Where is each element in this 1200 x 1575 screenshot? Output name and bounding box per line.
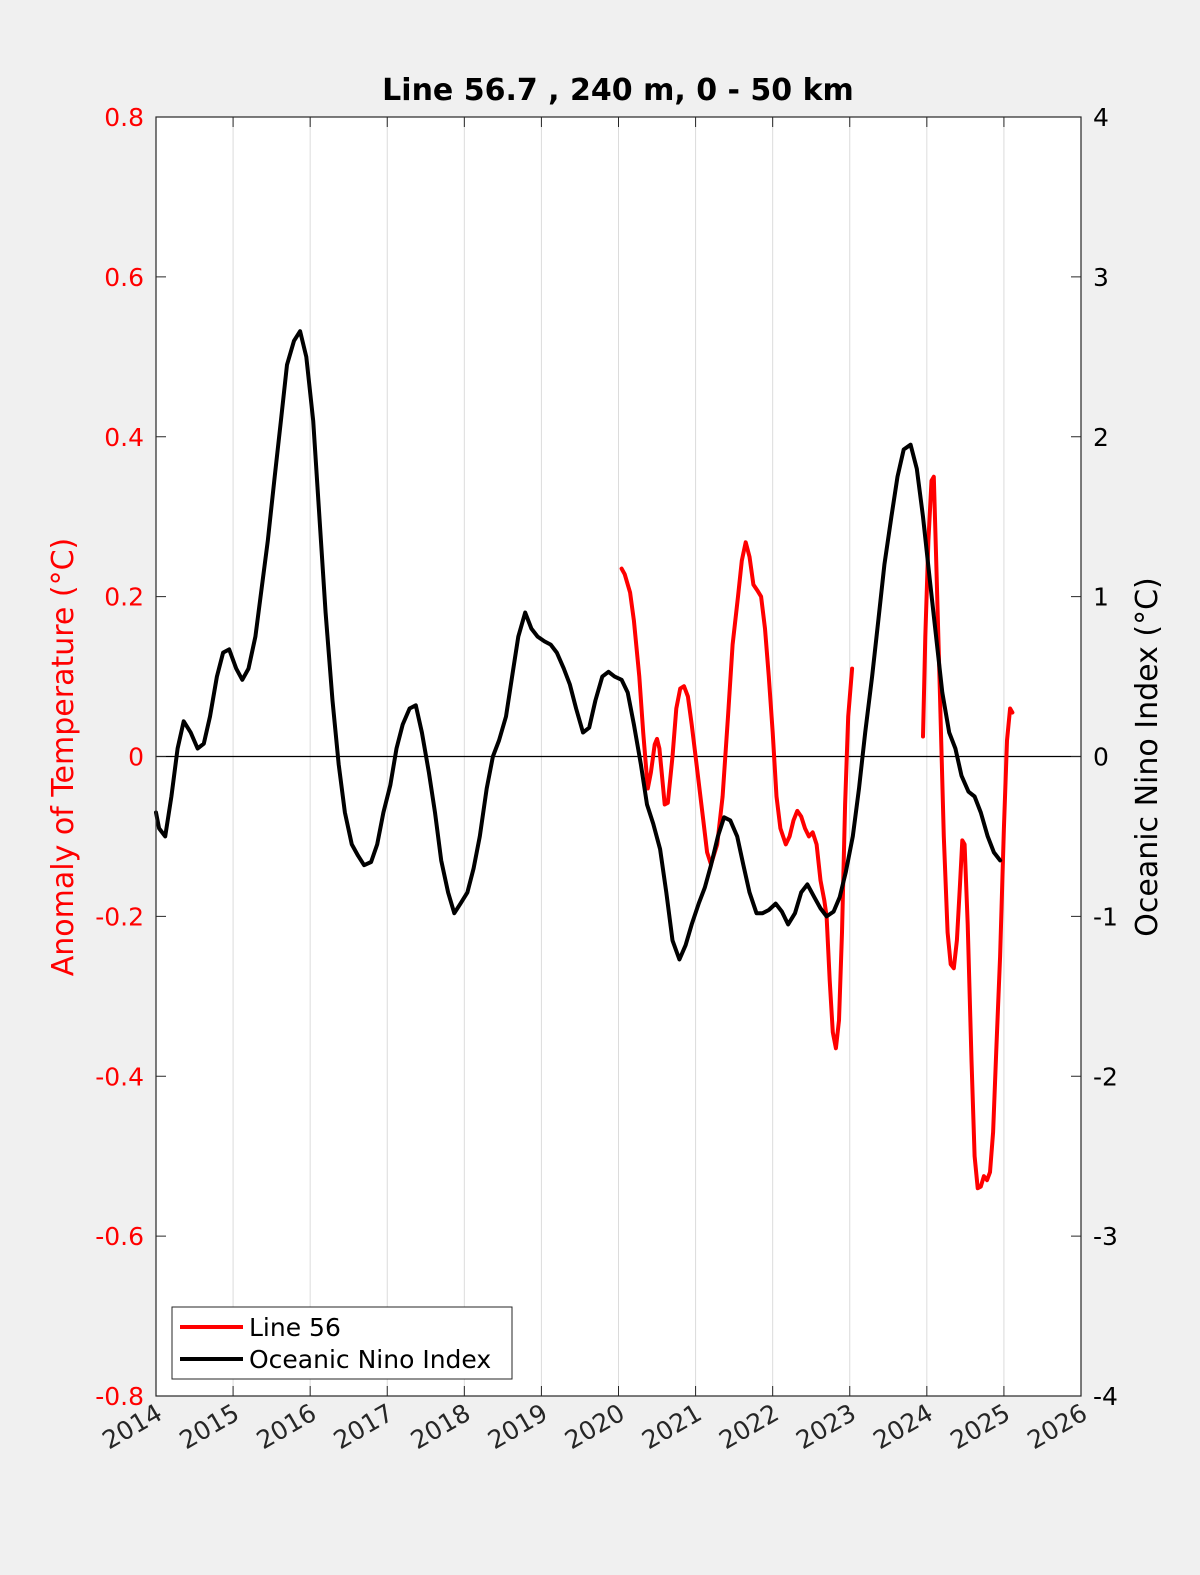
right-axis-label: Oceanic Nino Index (°C)	[1130, 577, 1165, 937]
y-left-tick-label: -0.6	[95, 1222, 144, 1251]
series-line56-segment-0	[619, 540, 855, 1051]
series-oni-segment-0	[154, 329, 1003, 962]
y-left-tick-label: 0.6	[104, 263, 144, 292]
y-left-tick-label: -0.8	[95, 1382, 144, 1411]
y-right-tick-label: 0	[1093, 743, 1109, 772]
y-left-tick-label: -0.2	[95, 902, 144, 931]
tick-labels: 2014 2015 2016 2017 2018 2019 2020 2021 2022 2023…	[95, 103, 1118, 1455]
legend-box	[171, 1306, 513, 1380]
chart-title: Line 56.7 , 240 m, 0 - 50 km	[382, 73, 854, 108]
y-left-tick-label: -0.4	[95, 1062, 144, 1091]
y-right-tick-label: -2	[1093, 1062, 1118, 1091]
y-left-tick-label: 0	[128, 743, 144, 772]
y-left-tick-label: 0.8	[104, 103, 144, 132]
axis-ticks	[155, 116, 1082, 1397]
y-right-tick-label: -1	[1093, 902, 1118, 931]
y-right-tick-label: 1	[1093, 583, 1109, 612]
left-axis-label: Anomaly of Temperature (°C)	[46, 538, 81, 977]
legend-label-oni: Oceanic Nino Index	[249, 1345, 491, 1374]
series-group	[154, 329, 1015, 1191]
y-right-tick-label: -4	[1093, 1382, 1118, 1411]
y-right-tick-label: -3	[1093, 1222, 1118, 1251]
y-left-tick-label: 0.4	[104, 423, 144, 452]
y-right-tick-label: 2	[1093, 423, 1109, 452]
legend: Line 56 Oceanic Nino Index	[171, 1306, 513, 1380]
y-right-tick-label: 3	[1093, 263, 1109, 292]
legend-label-line56: Line 56	[249, 1313, 341, 1342]
y-left-tick-label: 0.2	[104, 583, 144, 612]
series-line56-segment-1	[921, 474, 1015, 1191]
y-right-tick-label: 4	[1093, 103, 1109, 132]
